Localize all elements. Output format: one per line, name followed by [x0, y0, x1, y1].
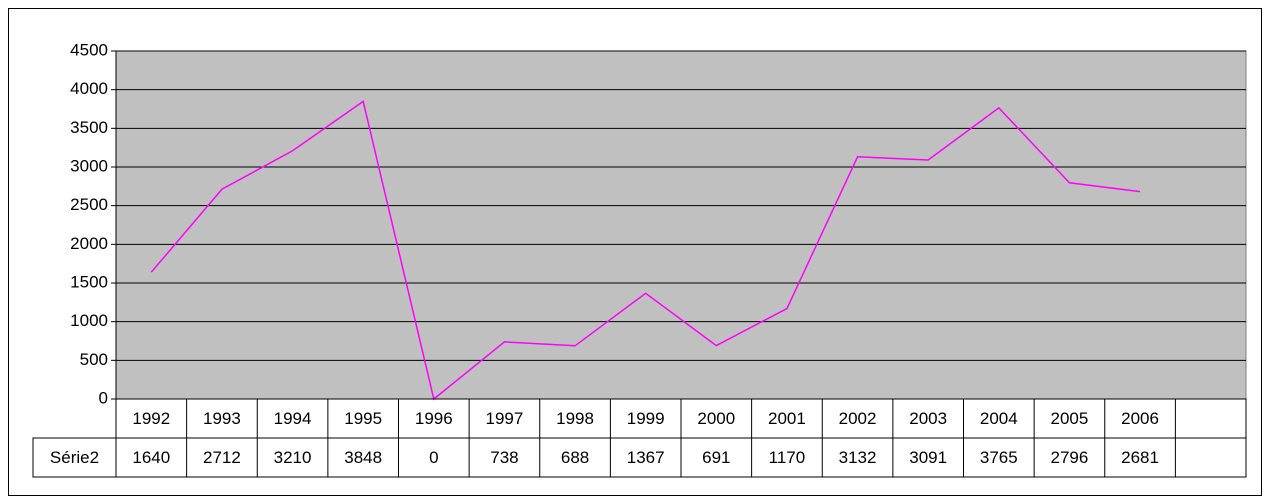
table-value: 688 [561, 448, 589, 467]
x-tick-label: 2001 [768, 409, 806, 428]
x-tick-label: 2005 [1051, 409, 1089, 428]
table-value: 3765 [980, 448, 1018, 467]
x-tick-label: 2006 [1121, 409, 1159, 428]
y-tick-label: 3500 [70, 118, 108, 137]
y-tick-label: 3000 [70, 156, 108, 175]
x-tick-label: 1993 [203, 409, 241, 428]
table-value: 2681 [1121, 448, 1159, 467]
y-tick-label: 0 [99, 388, 108, 407]
table-value: 3091 [909, 448, 947, 467]
series-name: Série2 [50, 448, 99, 467]
x-tick-label: 2000 [697, 409, 735, 428]
x-tick-label: 2003 [909, 409, 947, 428]
table-value: 3132 [839, 448, 877, 467]
table-row [32, 437, 1247, 478]
x-tick-label: 2004 [980, 409, 1018, 428]
y-tick-label: 500 [80, 350, 108, 369]
series-line [150, 100, 1141, 401]
y-tick-label: 2000 [70, 234, 108, 253]
table-value: 691 [702, 448, 730, 467]
table-value: 1170 [769, 448, 806, 467]
y-tick-label: 1000 [70, 311, 108, 330]
x-tick-label: 1994 [274, 409, 312, 428]
table-value: 2712 [203, 448, 241, 467]
table-value: 738 [490, 448, 518, 467]
table-value: 0 [429, 448, 438, 467]
x-tick-label: 1997 [486, 409, 524, 428]
table-value: 2796 [1051, 448, 1089, 467]
y-tick-label: 4500 [70, 40, 108, 59]
x-tick-label: 2002 [839, 409, 877, 428]
y-tick-label: 2500 [70, 195, 108, 214]
y-tick-label: 1500 [70, 272, 108, 291]
table-value: 1367 [627, 448, 665, 467]
plot-area [115, 50, 1247, 400]
x-tick-label: 1999 [627, 409, 665, 428]
x-tick-label: 1998 [556, 409, 594, 428]
table-value: 3210 [274, 448, 312, 467]
y-tick-label: 4000 [70, 79, 108, 98]
x-tick-label: 1996 [415, 409, 453, 428]
table-value: 1640 [132, 448, 170, 467]
x-tick-label: 1995 [344, 409, 382, 428]
x-tick-label: 1992 [132, 409, 170, 428]
table-value: 3848 [344, 448, 382, 467]
